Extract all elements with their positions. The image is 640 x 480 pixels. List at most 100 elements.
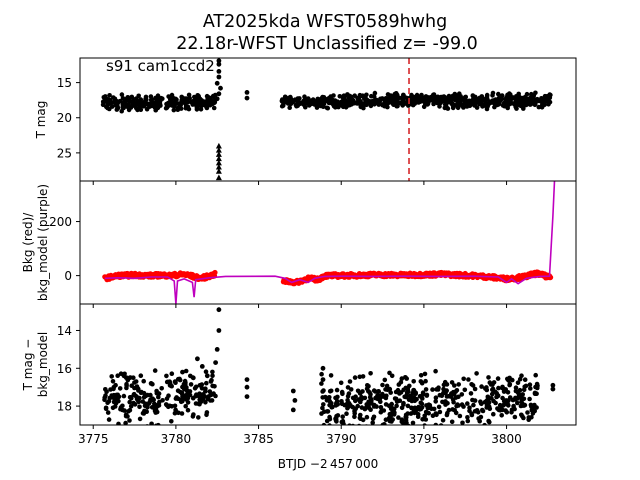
data-point: [131, 375, 136, 381]
data-point: [516, 392, 522, 397]
data-point: [444, 412, 450, 418]
data-point: [211, 391, 216, 396]
y-tick-label: 0: [64, 269, 72, 283]
data-point: [145, 402, 150, 408]
data-point: [173, 380, 178, 386]
data-point: [185, 400, 191, 405]
y-tick-label: 20: [57, 111, 72, 125]
data-point: [107, 106, 112, 112]
data-point: [363, 427, 368, 432]
data-point: [450, 101, 456, 107]
y-axis-label: T mag: [34, 101, 48, 140]
data-point: [525, 410, 530, 415]
data-point: [199, 101, 204, 107]
data-point: [462, 387, 468, 393]
data-point: [409, 398, 415, 404]
data-point: [493, 400, 498, 406]
data-point: [152, 102, 158, 108]
data-point: [528, 386, 533, 391]
data-point: [463, 96, 468, 102]
data-point: [353, 406, 359, 412]
y-tick-label: 15: [57, 76, 72, 90]
data-point: [372, 90, 378, 96]
data-point: [382, 377, 388, 383]
y-axis-label: Bkg (red)/: [21, 212, 35, 273]
data-point: [331, 93, 336, 98]
data-point: [366, 384, 371, 389]
data-point: [509, 410, 514, 415]
data-point: [129, 94, 135, 100]
data-point: [329, 405, 335, 410]
data-point: [109, 374, 114, 379]
data-point: [415, 411, 421, 417]
data-point: [359, 394, 364, 400]
data-point: [388, 390, 394, 395]
data-point: [335, 413, 341, 418]
data-point: [216, 307, 222, 313]
data-point: [512, 414, 518, 420]
data-point: [405, 411, 411, 416]
data-point: [424, 393, 430, 398]
data-point: [403, 375, 408, 380]
data-point: [461, 404, 466, 409]
data-point: [431, 406, 437, 412]
data-point: [437, 104, 442, 109]
data-point: [119, 92, 125, 97]
data-point: [524, 101, 530, 107]
top-panel: 15 20 25 T mag: [34, 57, 577, 185]
x-tick-label: 3775: [78, 432, 109, 446]
data-point: [392, 410, 397, 415]
data-point: [215, 159, 222, 166]
data-point: [478, 98, 484, 103]
data-point: [504, 94, 510, 100]
data-point: [360, 374, 366, 379]
data-point: [423, 417, 429, 422]
x-tick-label: 3800: [491, 432, 522, 446]
data-point: [484, 402, 490, 408]
data-point: [480, 408, 486, 414]
data-point: [427, 403, 433, 408]
y-tick-label: 200: [49, 215, 72, 229]
data-point: [172, 101, 178, 107]
data-point: [451, 399, 456, 405]
data-point: [348, 387, 354, 392]
plot-area: [100, 58, 553, 181]
data-point: [328, 401, 334, 406]
data-point: [140, 399, 146, 404]
data-point: [215, 174, 222, 181]
data-point: [173, 407, 178, 413]
data-point: [424, 403, 429, 408]
data-point: [175, 107, 181, 112]
data-point: [532, 402, 537, 408]
data-point: [524, 98, 529, 103]
data-point: [540, 102, 545, 107]
data-point: [349, 102, 355, 107]
data-point: [529, 407, 535, 413]
data-point: [355, 388, 361, 394]
data-point: [520, 392, 525, 397]
data-point: [172, 403, 178, 409]
data-point: [185, 395, 191, 401]
data-point: [213, 360, 219, 365]
chart-title-line2: 22.18r-WFST Unclassified z= -99.0: [176, 34, 478, 54]
data-point: [389, 100, 395, 105]
data-point: [302, 98, 308, 103]
data-point: [509, 101, 515, 106]
middle-panel: 0 200 Bkg (red)/bkg_model (purple): [21, 180, 577, 308]
data-point: [174, 97, 179, 103]
data-point: [444, 394, 450, 399]
data-point: [244, 394, 250, 399]
data-point: [197, 383, 203, 388]
data-point: [180, 369, 185, 375]
y-tick-label: 14: [57, 324, 72, 338]
data-point: [138, 101, 143, 106]
data-point: [137, 106, 142, 112]
data-point: [166, 404, 171, 410]
data-point: [510, 377, 515, 383]
data-point: [470, 397, 475, 403]
data-point: [195, 356, 200, 362]
data-point: [366, 399, 371, 405]
data-point: [438, 427, 443, 432]
data-point: [192, 94, 197, 100]
data-point: [133, 379, 139, 384]
